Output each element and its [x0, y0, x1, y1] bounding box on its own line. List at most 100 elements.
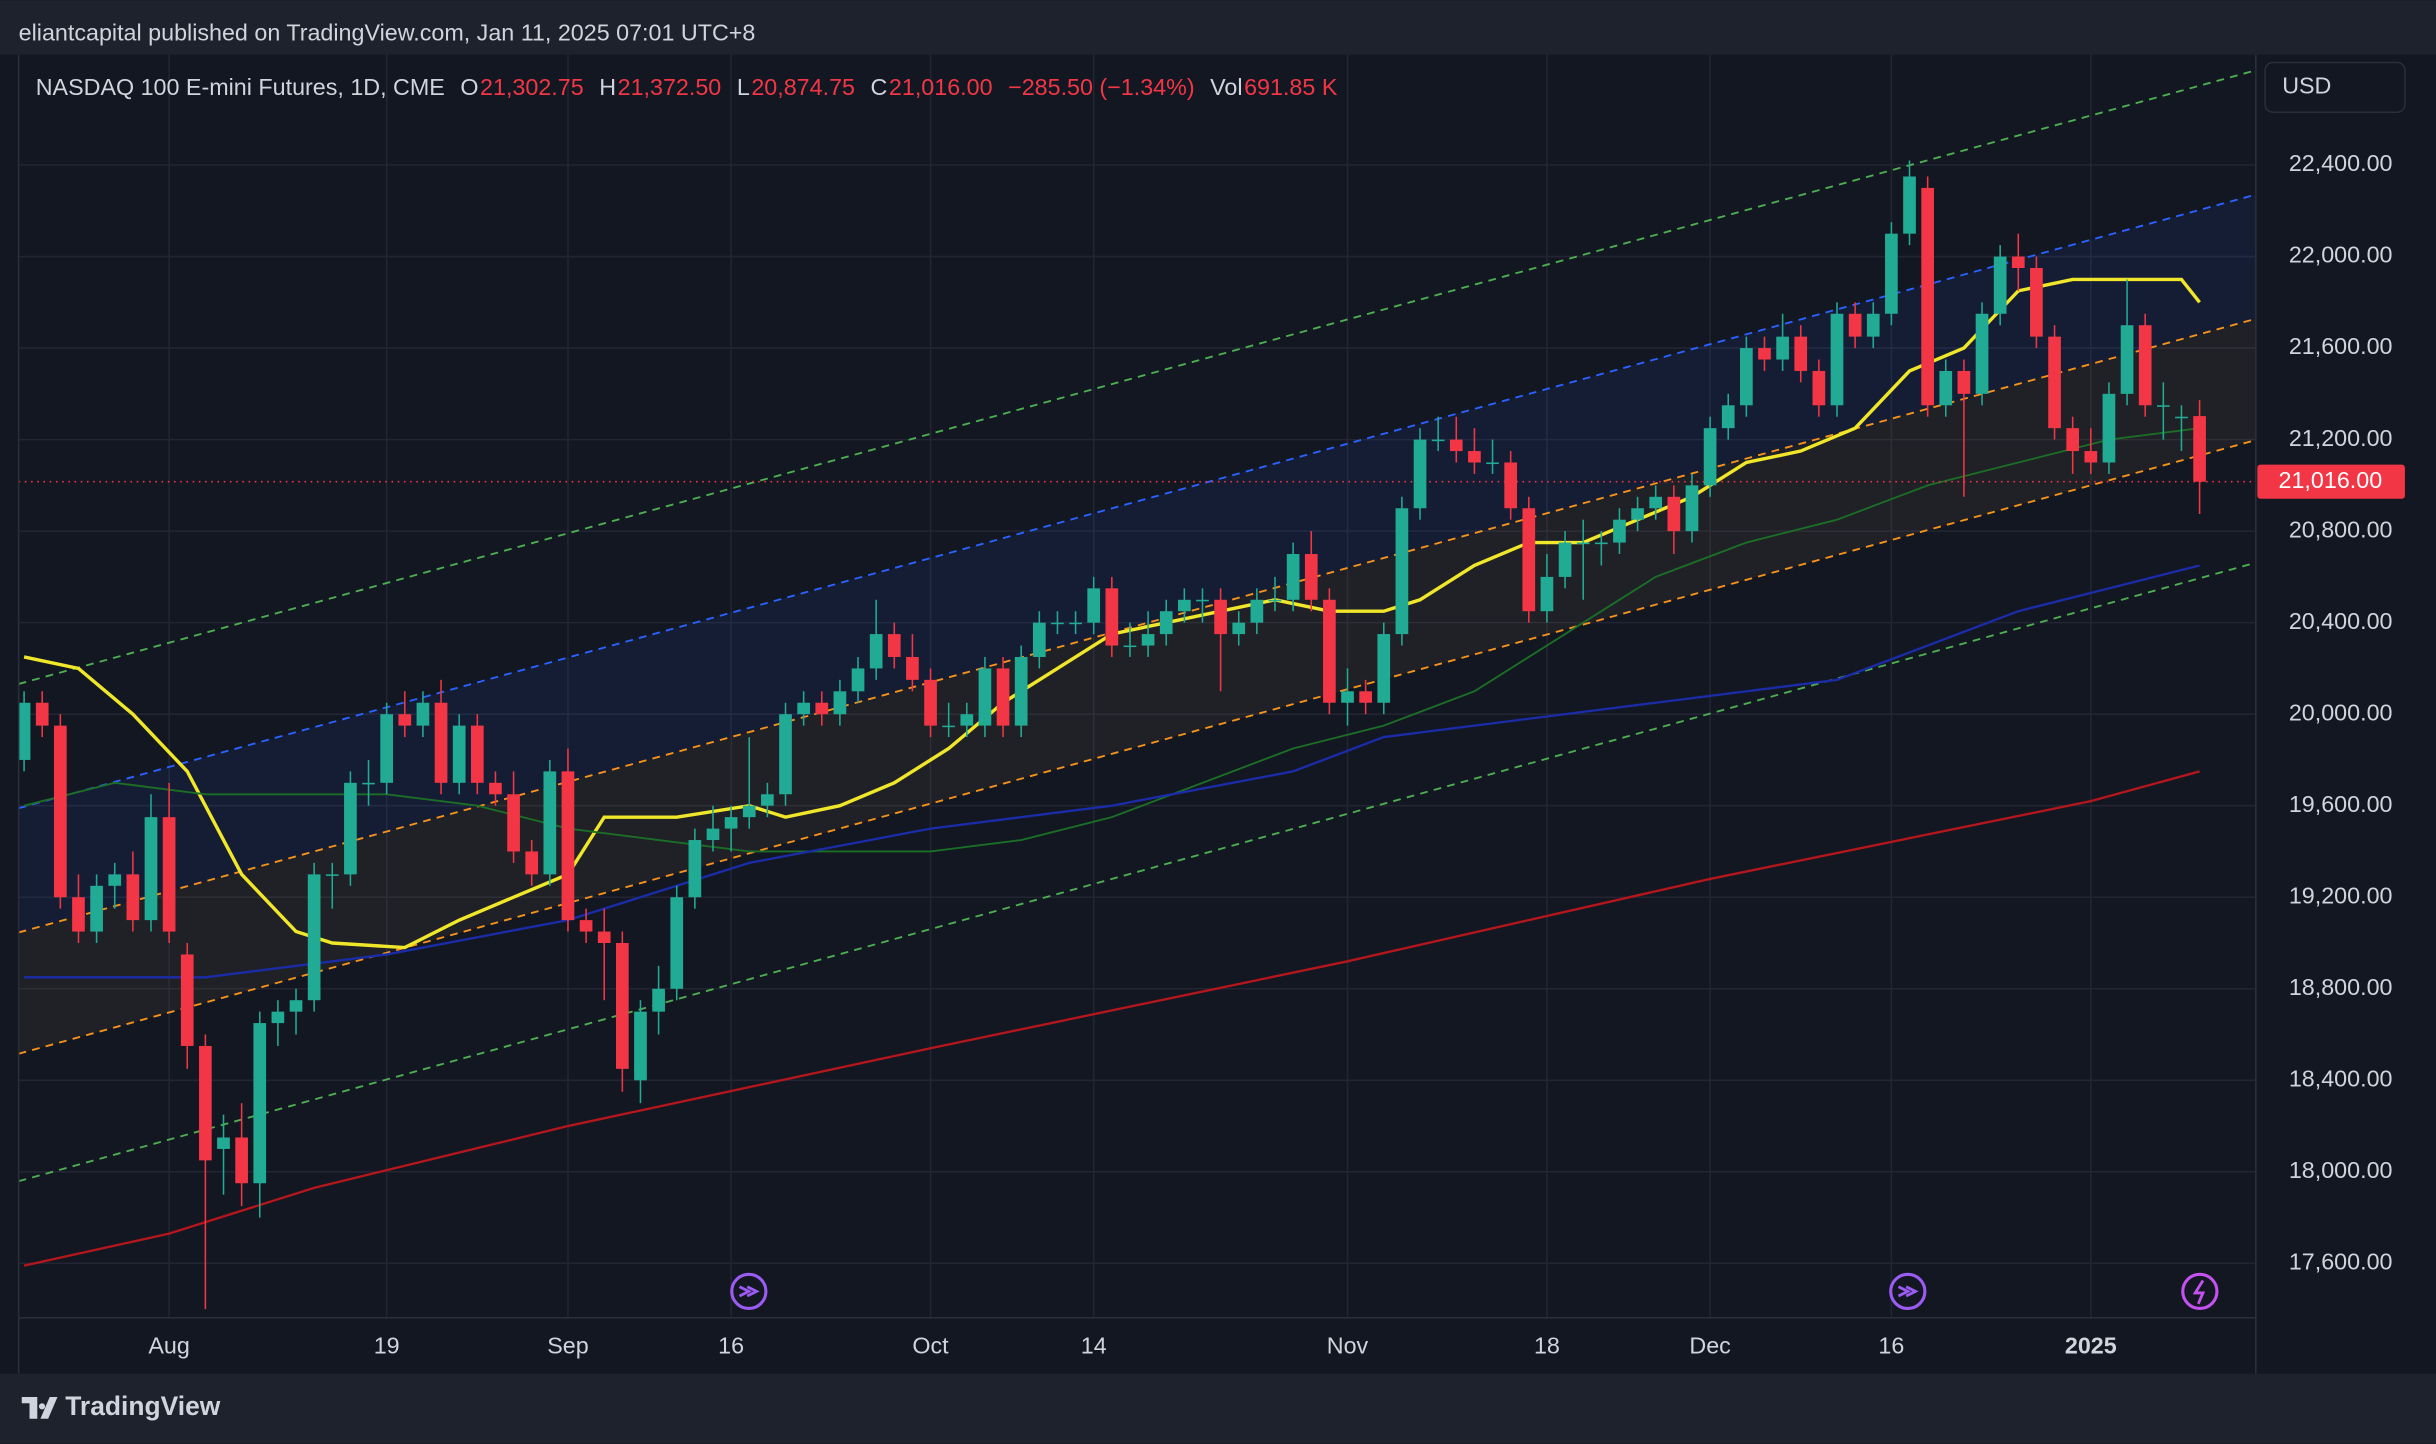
candle-body: [525, 851, 539, 875]
candle-body: [942, 725, 956, 728]
plot-layer: [18, 54, 2256, 1318]
y-tick-label: 20,400.00: [2289, 608, 2393, 634]
candle-body: [833, 691, 847, 715]
x-tick-label: 16: [718, 1332, 744, 1358]
candle-body: [1159, 611, 1173, 635]
candle-body: [1975, 313, 1989, 394]
candle-body: [307, 874, 321, 1001]
candle-body: [1486, 462, 1499, 465]
last-price-tag: [2257, 464, 2405, 499]
x-tick-label: 16: [1878, 1332, 1904, 1358]
candle-body: [634, 1011, 647, 1081]
candle-body: [126, 874, 140, 921]
candle-body: [2175, 416, 2188, 419]
candle-body: [652, 988, 665, 1012]
candle-body: [761, 794, 774, 806]
event-icon[interactable]: [2181, 1272, 2219, 1311]
candle-body: [1576, 542, 1590, 545]
y-tick-label: 20,800.00: [2289, 516, 2393, 542]
y-tick-label: 22,400.00: [2289, 150, 2393, 176]
candle-body: [1032, 622, 1046, 657]
y-tick-label: 19,200.00: [2289, 882, 2393, 908]
candle-body: [235, 1137, 248, 1184]
candle-body: [1268, 599, 1282, 602]
ohlc-label: C: [871, 74, 888, 100]
x-tick-label: Oct: [912, 1332, 949, 1358]
candle-body: [1014, 656, 1028, 726]
candle-body: [1196, 599, 1209, 602]
y-tick-label: 18,800.00: [2289, 974, 2393, 1000]
candle-body: [144, 817, 158, 921]
candle-body: [2156, 405, 2170, 407]
candle-body: [2048, 336, 2061, 429]
candle-body: [1123, 645, 1137, 648]
event-icon[interactable]: [1889, 1272, 1927, 1311]
channel-line: [18, 69, 2256, 685]
volume-value: 691.85 K: [1244, 74, 1338, 100]
event-glyph: [2192, 1279, 2206, 1305]
candle-body: [1468, 451, 1481, 463]
x-tick-label: 2025: [2065, 1332, 2117, 1358]
candle-body: [1649, 496, 1663, 509]
candle-body: [1522, 508, 1536, 612]
candle-body: [2030, 267, 2043, 337]
currency-button[interactable]: [2264, 61, 2406, 113]
ohlc-value: 21,016.00: [889, 74, 993, 100]
candle-body: [289, 1000, 303, 1012]
candle-body: [1794, 336, 1808, 371]
change-value: −285.50 (−1.34%): [1008, 74, 1195, 100]
x-tick-label: 18: [1534, 1332, 1560, 1358]
candle-body: [561, 771, 575, 921]
x-tick-label: Aug: [148, 1332, 189, 1358]
y-tick-label: 18,000.00: [2289, 1157, 2393, 1183]
candle-body: [742, 805, 756, 818]
y-tick-label: 19,600.00: [2289, 791, 2393, 817]
candle-body: [1721, 405, 1735, 429]
plot-area: [18, 54, 2256, 1318]
y-tick-label: 21,200.00: [2289, 425, 2393, 451]
x-tick-label: 14: [1081, 1332, 1107, 1358]
candle-body: [1051, 622, 1064, 625]
y-tick-label: 18,400.00: [2289, 1065, 2393, 1091]
candle-body: [887, 634, 901, 657]
candle-body: [72, 897, 85, 932]
candle-body: [199, 1045, 212, 1161]
event-circle: [730, 1272, 768, 1311]
candle-body: [1323, 599, 1336, 703]
candle-body: [1286, 554, 1300, 600]
candle-body: [53, 725, 67, 898]
candle-body: [615, 942, 629, 1069]
volume-label: Vol: [1210, 74, 1242, 100]
candle-body: [1939, 370, 1953, 406]
y-tick-label: 22,000.00: [2289, 242, 2393, 268]
candle-body: [1885, 233, 1898, 314]
candle-body: [90, 885, 103, 932]
candle-body: [1069, 622, 1082, 625]
candle-body: [1667, 496, 1681, 532]
ohlc-label: L: [737, 74, 750, 100]
candle-body: [1866, 313, 1880, 337]
candle-body: [1232, 622, 1246, 635]
candle-body: [1776, 336, 1789, 360]
candle-body: [1395, 508, 1409, 635]
candle-body: [162, 817, 176, 932]
publish-info: eliantcapital published on TradingView.c…: [19, 20, 756, 46]
candle-body: [1431, 439, 1445, 442]
y-tick-label: 20,000.00: [2289, 699, 2393, 725]
x-tick-label: Sep: [547, 1332, 588, 1358]
ohlc-value: 20,874.75: [751, 74, 855, 100]
candle-body: [1087, 588, 1101, 623]
candle-body: [1613, 519, 1626, 543]
event-icon[interactable]: [730, 1272, 768, 1311]
channel-line: [18, 193, 2256, 810]
candle-body: [2066, 428, 2080, 452]
candle-body: [815, 702, 829, 715]
candle-body: [1540, 576, 1554, 612]
header-bar: [0, 0, 2436, 55]
candle-body: [452, 725, 466, 783]
candle-body: [1631, 508, 1644, 520]
candle-body: [1685, 485, 1699, 532]
x-tick-label: Dec: [1689, 1332, 1731, 1358]
candle-body: [706, 828, 720, 841]
y-tick-label: 17,600.00: [2289, 1248, 2393, 1274]
